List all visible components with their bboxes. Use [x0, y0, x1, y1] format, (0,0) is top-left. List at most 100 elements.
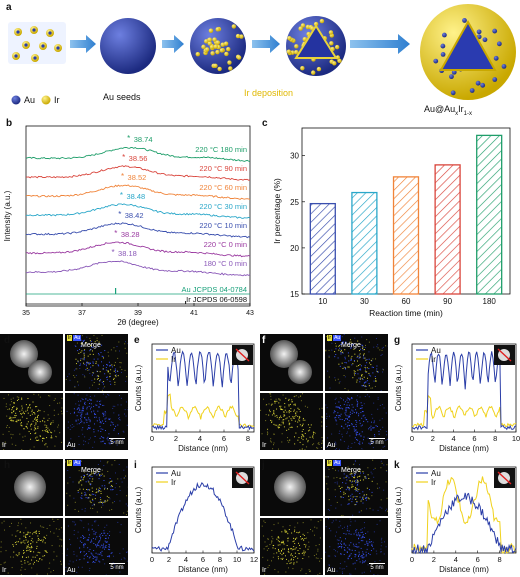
- signal-pixel: [84, 403, 86, 405]
- signal-pixel: [13, 410, 15, 412]
- signal-pixel: [295, 547, 297, 549]
- signal-pixel: [70, 544, 72, 546]
- signal-pixel: [282, 419, 284, 421]
- signal-pixel: [99, 419, 101, 421]
- signal-pixel: [81, 416, 83, 418]
- signal-pixel: [302, 533, 304, 535]
- eds-au-map: Au 5 nm: [65, 518, 128, 575]
- signal-pixel: [114, 564, 116, 566]
- signal-pixel: [349, 573, 351, 575]
- signal-pixel: [53, 559, 55, 561]
- signal-pixel: [369, 541, 371, 543]
- signal-pixel: [346, 415, 348, 417]
- signal-pixel: [267, 559, 269, 561]
- signal-pixel: [113, 379, 115, 381]
- signal-pixel: [352, 410, 354, 412]
- eds-ir-map: Ir: [260, 518, 323, 575]
- signal-pixel: [99, 538, 101, 540]
- signal-pixel: [75, 374, 77, 376]
- signal-pixel: [383, 407, 385, 409]
- signal-pixel: [359, 475, 361, 477]
- au-atom: [449, 74, 454, 80]
- signal-pixel: [33, 551, 35, 553]
- signal-pixel: [374, 385, 376, 387]
- signal-pixel: [89, 372, 91, 374]
- signal-pixel: [334, 399, 336, 401]
- signal-pixel: [375, 338, 377, 340]
- signal-pixel: [44, 429, 46, 431]
- signal-pixel: [98, 354, 100, 356]
- signal-pixel: [363, 355, 365, 357]
- signal-pixel: [24, 560, 26, 562]
- signal-pixel: [18, 541, 20, 543]
- signal-pixel: [361, 385, 363, 387]
- signal-pixel: [347, 422, 349, 424]
- signal-pixel: [280, 416, 282, 418]
- signal-pixel: [92, 558, 94, 560]
- signal-pixel: [31, 411, 33, 413]
- signal-pixel: [57, 402, 59, 404]
- signal-pixel: [348, 366, 350, 368]
- signal-pixel: [335, 507, 337, 509]
- panel-label-k: k: [394, 460, 400, 471]
- signal-pixel: [385, 430, 387, 432]
- signal-pixel: [37, 420, 39, 422]
- signal-pixel: [357, 402, 359, 404]
- signal-pixel: [85, 497, 87, 499]
- signal-pixel: [23, 428, 25, 430]
- signal-pixel: [277, 522, 279, 524]
- signal-pixel: [294, 404, 296, 406]
- signal-pixel: [77, 407, 79, 409]
- signal-pixel: [381, 353, 383, 355]
- signal-pixel: [52, 420, 54, 422]
- signal-pixel: [125, 401, 127, 403]
- signal-pixel: [372, 441, 374, 443]
- signal-pixel: [367, 467, 369, 469]
- signal-pixel: [269, 393, 271, 395]
- signal-pixel: [351, 412, 353, 414]
- signal-pixel: [100, 501, 102, 503]
- signal-pixel: [337, 357, 339, 359]
- signal-pixel: [90, 403, 92, 405]
- signal-pixel: [82, 536, 84, 538]
- xrd-ylabel: Intensity (a.u.): [3, 190, 12, 241]
- signal-pixel: [367, 545, 369, 547]
- signal-pixel: [366, 362, 368, 364]
- signal-pixel: [32, 401, 34, 403]
- signal-pixel: [336, 531, 338, 533]
- signal-pixel: [348, 360, 350, 362]
- signal-pixel: [95, 520, 97, 522]
- signal-pixel: [335, 402, 337, 404]
- signal-pixel: [105, 535, 107, 537]
- signal-pixel: [349, 424, 351, 426]
- signal-pixel: [94, 435, 96, 437]
- signal-pixel: [301, 430, 303, 432]
- eds-ir-label: Ir: [262, 567, 267, 574]
- signal-pixel: [81, 520, 83, 522]
- signal-pixel: [122, 439, 124, 441]
- signal-pixel: [13, 405, 15, 407]
- signal-pixel: [23, 411, 25, 413]
- signal-pixel: [100, 553, 102, 555]
- signal-pixel: [81, 498, 83, 500]
- signal-pixel: [281, 433, 283, 435]
- signal-pixel: [80, 536, 82, 538]
- signal-pixel: [316, 447, 318, 449]
- signal-pixel: [13, 411, 15, 413]
- signal-pixel: [335, 496, 337, 498]
- signal-pixel: [271, 420, 273, 422]
- eds-legend: Ir Au: [67, 460, 82, 466]
- signal-pixel: [75, 559, 77, 561]
- signal-pixel: [95, 552, 97, 554]
- signal-pixel: [377, 344, 379, 346]
- signal-pixel: [381, 404, 383, 406]
- signal-pixel: [339, 381, 341, 383]
- signal-pixel: [88, 439, 90, 441]
- signal-pixel: [55, 435, 57, 437]
- signal-pixel: [360, 500, 362, 502]
- signal-pixel: [294, 543, 296, 545]
- signal-pixel: [48, 429, 50, 431]
- signal-pixel: [75, 368, 77, 370]
- signal-pixel: [114, 381, 116, 383]
- signal-pixel: [365, 499, 367, 501]
